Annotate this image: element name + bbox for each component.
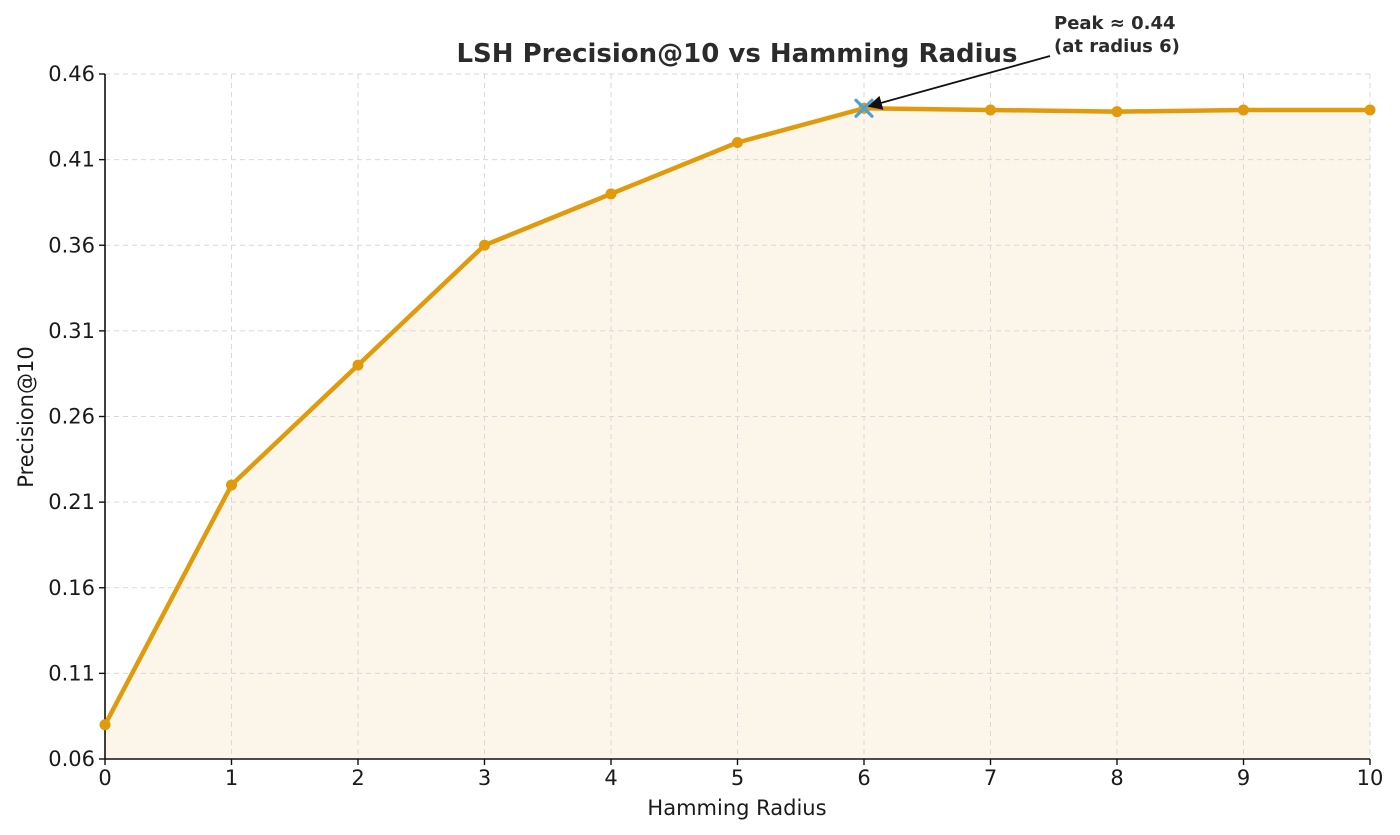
y-tick-label: 0.36 [48, 233, 95, 257]
y-tick-label: 0.41 [48, 148, 95, 172]
x-tick-label: 4 [604, 766, 617, 790]
x-tick-label: 6 [857, 766, 870, 790]
x-tick-label: 2 [351, 766, 364, 790]
x-tick-label: 0 [98, 766, 111, 790]
data-point [1238, 104, 1249, 116]
data-point [479, 239, 490, 251]
data-point [99, 719, 111, 731]
x-tick-label: 8 [1110, 766, 1123, 790]
annotation-line-2: (at radius 6) [1054, 36, 1180, 57]
data-point [732, 137, 743, 148]
x-tick-label: 7 [984, 766, 997, 790]
plot-area: 0 1 2 3 4 5 6 7 8 9 10 0.06 0.11 0.16 0.21 0.26 0.31 0.36… [48, 62, 1383, 790]
y-tick-label: 0.46 [48, 62, 95, 86]
y-tick-label: 0.06 [48, 747, 95, 771]
x-axis-label: Hamming Radius [647, 796, 826, 820]
data-point [352, 359, 364, 371]
y-axis-label: Precision@10 [14, 346, 38, 487]
y-tick-label: 0.26 [48, 405, 95, 429]
y-tick-label: 0.16 [48, 576, 95, 600]
chart-title: LSH Precision@10 vs Hamming Radius [456, 39, 1017, 69]
x-tick-label: 10 [1357, 766, 1384, 790]
data-point [985, 104, 996, 116]
data-point [1364, 104, 1376, 116]
y-tick-label: 0.21 [48, 490, 95, 514]
annotation-line-1: Peak ≈ 0.44 [1054, 13, 1176, 34]
x-tick-label: 3 [478, 766, 491, 790]
data-point [226, 479, 237, 491]
peak-annotation: Peak ≈ 0.44 (at radius 6) [867, 13, 1180, 110]
x-tick-label: 1 [225, 766, 238, 790]
data-point [1111, 106, 1123, 118]
x-tick-label: 5 [731, 766, 744, 790]
y-tick-label: 0.31 [48, 319, 95, 343]
y-tick-label: 0.11 [48, 661, 95, 685]
data-point [605, 188, 617, 200]
annotation-arrow [867, 55, 1051, 110]
x-tick-label: 9 [1237, 766, 1250, 790]
area-fill [105, 108, 1370, 759]
